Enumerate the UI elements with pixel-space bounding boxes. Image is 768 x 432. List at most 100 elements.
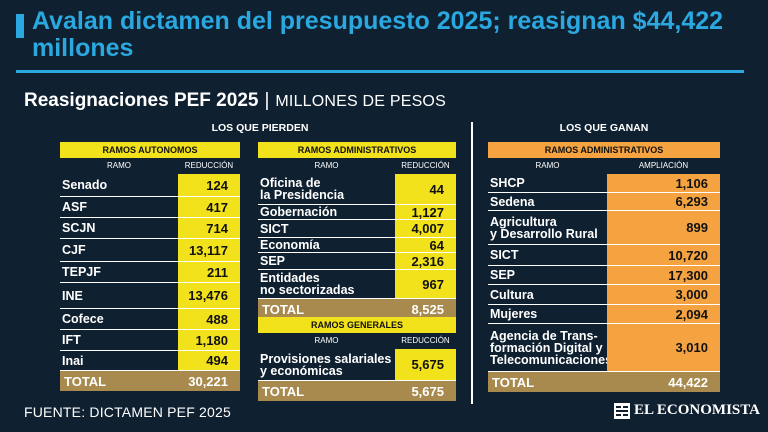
table-row: Sedena 6,293 (488, 193, 720, 211)
table-ramos-administrativos-ganan: RAMOS ADMINISTRATIVOS RAMO AMPLIACIÓN SHCP 1… (488, 142, 720, 392)
row-value: 899 (607, 211, 720, 244)
subtitle-title: Reasignaciones PEF 2025 (24, 90, 259, 111)
table-row: ASF 417 (60, 197, 240, 218)
table-column-headers: RAMO AMPLIACIÓN (488, 158, 720, 174)
row-name: SCJN (62, 221, 96, 235)
title-rule (16, 70, 744, 73)
row-value: 3,010 (607, 324, 720, 371)
table-row: Economía 64 (258, 238, 456, 253)
row-name: Provisiones salariales y económicas (260, 351, 392, 378)
total-value: 44,422 (668, 374, 708, 390)
table-row: CJF 13,117 (60, 239, 240, 262)
total-label: TOTAL (492, 374, 535, 390)
table-row: Cultura 3,000 (488, 285, 720, 305)
table-column-headers: RAMO REDUCCIÓN (60, 158, 240, 174)
table-row: Oficina de la Presidencia 44 (258, 174, 456, 205)
row-name: Oficina de la Presidencia (260, 176, 345, 202)
total-value: 30,221 (188, 373, 228, 389)
column-header-ramo: RAMO (314, 336, 339, 345)
table-row: SCJN 714 (60, 218, 240, 239)
brand-name: EL ECONOMISTA (634, 402, 760, 418)
column-header-ramo: RAMO (535, 161, 560, 170)
table-row: Gobernación 1,127 (258, 205, 456, 220)
total-label: TOTAL (262, 383, 305, 399)
table-band: RAMOS AUTONOMOS (60, 142, 240, 158)
row-name: TEPJF (62, 265, 101, 279)
row-value: 6,293 (607, 193, 720, 210)
row-value: 64 (395, 238, 456, 253)
row-name: Sedena (490, 194, 535, 209)
table-row: Agricultura y Desarrollo Rural 899 (488, 211, 720, 245)
row-name: Mujeres (490, 307, 538, 321)
row-value: 494 (178, 351, 240, 370)
row-name: SEP (490, 268, 516, 282)
subtitle-separator: | (264, 90, 270, 111)
table-row: SHCP 1,106 (488, 174, 720, 193)
column-header-value: REDUCCIÓN (401, 161, 450, 170)
row-name: Inai (62, 353, 84, 368)
row-name: SICT (490, 248, 519, 262)
row-name: Cultura (490, 287, 534, 302)
row-name: SICT (260, 221, 289, 236)
table-band: RAMOS GENERALES (258, 317, 456, 333)
row-name: SHCP (490, 176, 525, 190)
table-total-row: TOTAL 8,525 (258, 299, 456, 319)
headline: Avalan dictamen del presupuesto 2025; re… (32, 7, 724, 62)
table-row: Agencia de Trans- formación Digital y Te… (488, 324, 720, 372)
row-name: CJF (62, 243, 86, 257)
row-value: 4,007 (395, 220, 456, 237)
row-value: 488 (178, 309, 240, 329)
row-value: 3,000 (607, 285, 720, 304)
group-heading-pierden: LOS QUE PIERDEN (211, 122, 309, 134)
row-name: SEP (260, 254, 286, 268)
row-name: Economía (260, 238, 320, 252)
row-value: 714 (178, 218, 240, 238)
table-row: Cofece 488 (60, 309, 240, 330)
total-value: 5,675 (411, 383, 444, 399)
row-value: 13,476 (178, 283, 240, 308)
table-row: SICT 10,720 (488, 245, 720, 266)
column-header-value: REDUCCIÓN (401, 336, 450, 345)
table-row: Inai 494 (60, 351, 240, 371)
column-header-value: AMPLIACIÓN (638, 161, 689, 170)
row-value: 5,675 (395, 349, 456, 380)
column-header-ramo: RAMO (314, 161, 339, 170)
row-value: 967 (395, 270, 456, 298)
table-total-row: TOTAL 30,221 (60, 371, 240, 391)
row-name: IFT (62, 333, 81, 347)
table-column-headers: RAMO REDUCCIÓN (258, 158, 456, 174)
row-value: 10,720 (607, 245, 720, 265)
row-name: Cofece (62, 312, 104, 326)
subtitle-unit: MILLONES DE PESOS (275, 93, 446, 110)
table-row: TEPJF 211 (60, 262, 240, 283)
table-row: Provisiones salariales y económicas 5,675 (258, 349, 456, 381)
group-divider (471, 122, 473, 404)
subtitle: Reasignaciones PEF 2025 | MILLONES DE PESO… (24, 90, 446, 112)
source-note: FUENTE: DICTAMEN PEF 2025 (24, 404, 232, 420)
row-name: Gobernación (260, 205, 338, 219)
column-header-ramo: RAMO (107, 161, 131, 170)
row-name: Agricultura y Desarrollo Rural (490, 214, 598, 241)
table-band: RAMOS ADMINISTRATIVOS (258, 142, 456, 158)
table-row: SICT 4,007 (258, 220, 456, 238)
accent-bar (16, 14, 24, 38)
row-value: 17,300 (607, 266, 720, 284)
row-value: 1,180 (178, 330, 240, 350)
total-label: TOTAL (262, 301, 305, 317)
table-row: Mujeres 2,094 (488, 305, 720, 324)
row-name: INE (62, 288, 83, 303)
row-value: 44 (395, 174, 456, 204)
column-header-value: REDUCCIÓN (184, 161, 234, 170)
table-row: SEP 17,300 (488, 266, 720, 285)
row-value: 2,094 (607, 305, 720, 323)
table-ramos-generales: RAMOS GENERALES RAMO REDUCCIÓN Provisiones … (258, 317, 456, 401)
row-value: 211 (178, 262, 240, 282)
row-value: 13,117 (178, 239, 240, 261)
total-value: 8,525 (411, 301, 444, 317)
row-name: Entidades no sectorizadas (260, 271, 355, 297)
table-row: SEP 2,316 (258, 253, 456, 270)
table-column-headers: RAMO REDUCCIÓN (258, 333, 456, 349)
row-value: 417 (178, 197, 240, 217)
total-label: TOTAL (64, 373, 107, 389)
table-ramos-autonomos: RAMOS AUTONOMOS RAMO REDUCCIÓN Senado 124 ASF… (60, 142, 240, 391)
